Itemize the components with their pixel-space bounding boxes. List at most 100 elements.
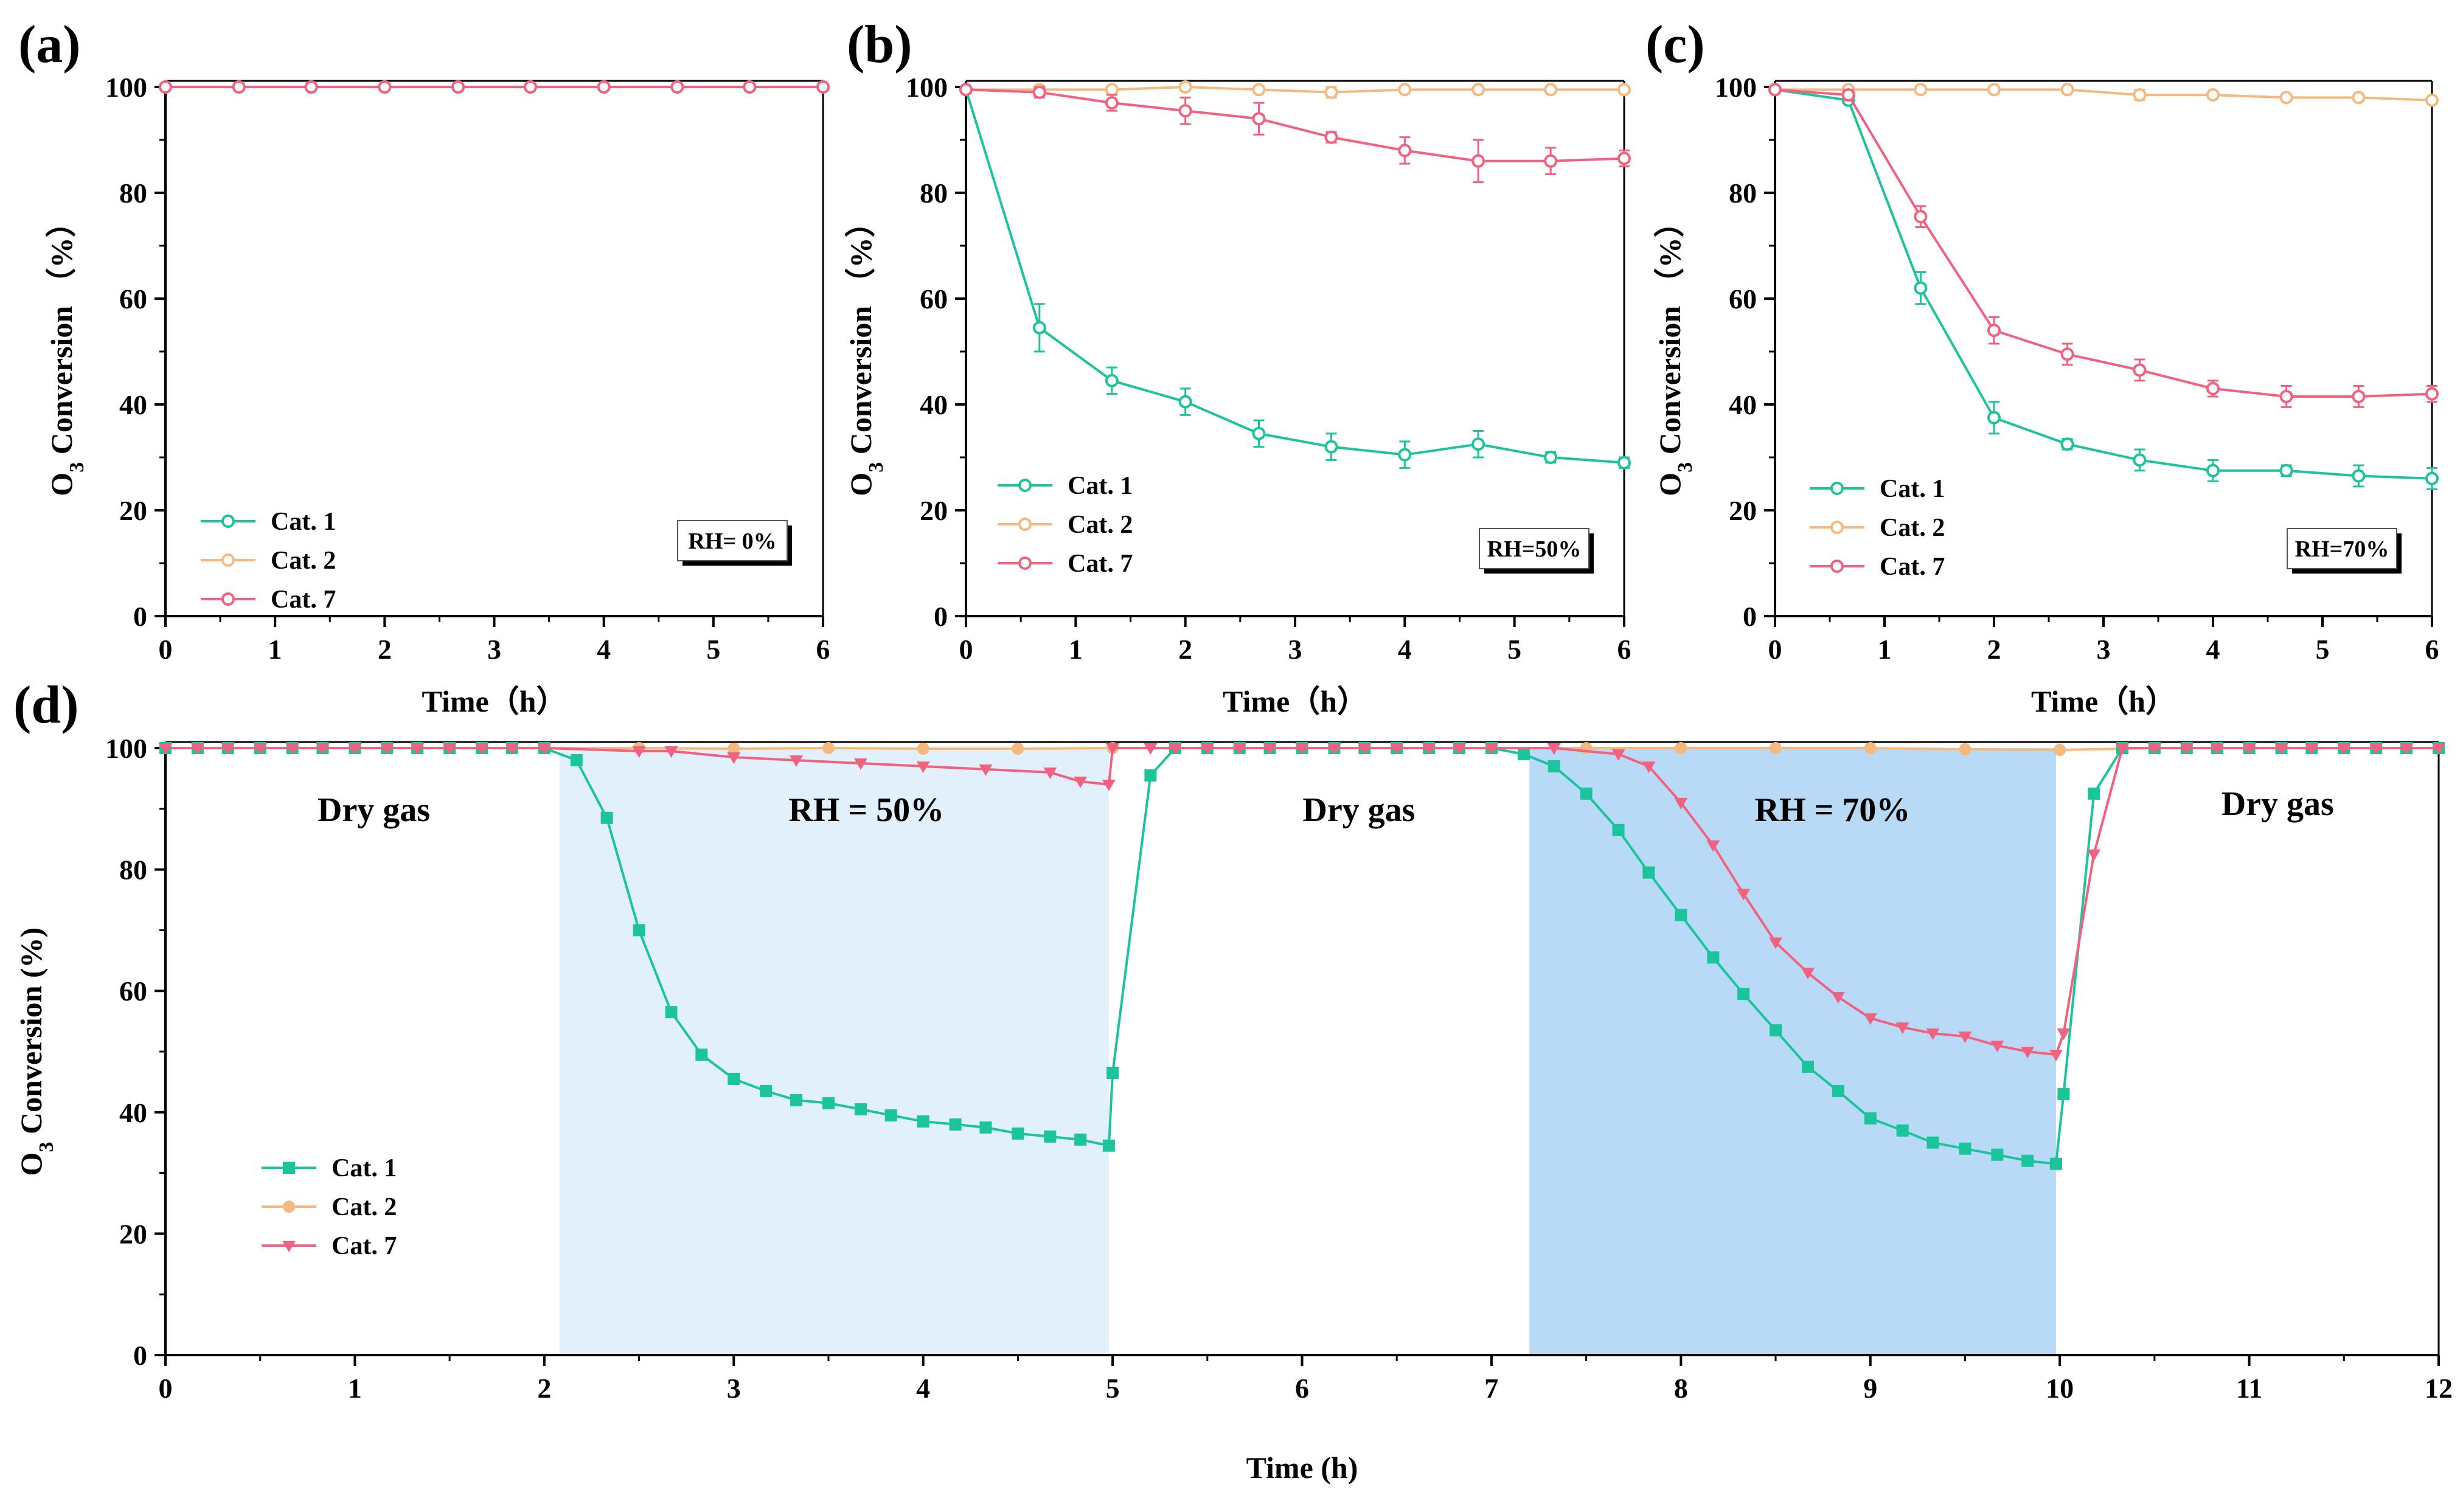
data-point: [1398, 448, 1412, 462]
data-point: [1032, 85, 1046, 99]
data-point: [316, 743, 330, 755]
data-point: [1987, 411, 2001, 425]
data-point: [1863, 1013, 1877, 1025]
x-tick-label: 0: [159, 634, 173, 665]
data-point: [411, 743, 425, 755]
data-point: [1295, 743, 1309, 755]
legend: Cat. 1 Cat. 2 Cat. 7: [998, 472, 1133, 578]
y-tick-label: 0: [133, 1340, 147, 1371]
data-point: [1178, 80, 1192, 94]
data-point: [2369, 743, 2383, 755]
data-point: [1990, 1041, 2004, 1053]
data-point: [2305, 743, 2319, 755]
data-point: [1144, 769, 1157, 782]
legend-label-cat-1: Cat. 1: [1068, 472, 1133, 500]
legend-swatch-marker: [1830, 521, 1844, 534]
data-point: [917, 1115, 929, 1128]
data-point: [1200, 743, 1214, 755]
data-point: [1074, 776, 1088, 788]
data-point: [2057, 1087, 2070, 1100]
y-axis-title-sub: 3: [35, 1142, 58, 1152]
x-tick-label: 2: [537, 1373, 551, 1404]
y-axis-title: O3 Conversion （%）: [844, 207, 888, 496]
data-point: [1043, 767, 1057, 779]
x-tick-label: 1: [348, 1373, 362, 1404]
data-point: [664, 746, 678, 758]
data-point: [1012, 1127, 1024, 1140]
data-point: [1896, 1124, 1909, 1137]
legend-swatch-marker: [1830, 482, 1844, 495]
data-point: [2425, 93, 2439, 107]
series-cat-1: [959, 83, 1631, 470]
x-tick-label: 5: [2316, 634, 2330, 665]
rh-annotation-box: [2287, 528, 2397, 569]
y-axis-title-sub: 3: [1674, 462, 1697, 473]
y-tick-label: 40: [920, 389, 948, 420]
data-point: [822, 1097, 835, 1109]
y-tick-label: 80: [1729, 178, 1757, 209]
data-point: [1324, 130, 1338, 144]
y-axis-title-sub: 3: [865, 462, 888, 473]
data-point: [2049, 1157, 2062, 1170]
series-cat-7: [159, 80, 830, 94]
y-axis-title: O3 Conversion （%）: [1653, 207, 1697, 496]
y-tick-label: 20: [119, 495, 147, 526]
rh-annotation: RH= 0%: [677, 520, 792, 566]
data-point: [1958, 1032, 1972, 1044]
data-point: [743, 80, 757, 94]
y-tick-label: 20: [1729, 495, 1757, 526]
data-point: [1471, 83, 1485, 97]
y-tick-label: 40: [119, 1097, 147, 1128]
rh-annotation-box: [1479, 528, 1589, 569]
region-label-4: Dry gas: [2222, 785, 2334, 823]
y-axis-title: O3 Conversion (%): [14, 928, 58, 1176]
data-point: [790, 755, 804, 767]
data-point: [728, 1072, 740, 1085]
data-point: [1914, 83, 1928, 97]
x-tick-label: 6: [2425, 634, 2439, 665]
data-point: [505, 743, 519, 755]
data-point: [304, 80, 318, 94]
series-cat-7: [959, 83, 1631, 184]
data-point: [1252, 426, 1266, 440]
data-point: [2432, 743, 2445, 755]
series-line-cat-7: [1774, 88, 2433, 398]
data-point: [1327, 743, 1341, 755]
x-tick-label: 6: [1617, 634, 1631, 665]
x-tick-label: 11: [2236, 1373, 2262, 1404]
rh-annotation: RH=70%: [2287, 528, 2402, 574]
data-point: [884, 1109, 897, 1122]
rh-annotation-text: RH= 0%: [688, 529, 776, 554]
data-point: [1580, 787, 1593, 800]
data-point: [2352, 91, 2366, 105]
data-point: [1706, 840, 1720, 852]
data-point: [822, 742, 835, 754]
data-point: [570, 754, 583, 766]
x-tick-label: 4: [1398, 634, 1412, 665]
legend-label-cat-2: Cat. 2: [1880, 514, 1945, 542]
y-tick-label: 100: [105, 733, 147, 764]
data-point: [1617, 456, 1631, 470]
data-point: [632, 746, 646, 758]
data-point: [1168, 743, 1182, 755]
data-point: [2147, 743, 2161, 755]
y-tick-label: 40: [1729, 389, 1757, 420]
data-point: [1544, 83, 1558, 97]
x-tick-label: 12: [2425, 1373, 2453, 1404]
data-point: [2210, 743, 2224, 755]
y-axis-title-rest: Conversion （%）: [44, 207, 78, 462]
data-point: [2054, 743, 2066, 756]
data-point: [1517, 747, 1530, 760]
data-point: [1471, 437, 1485, 451]
x-tick-label: 7: [1484, 1373, 1498, 1404]
series-line-cat-1: [1774, 88, 2433, 480]
data-point: [253, 743, 267, 755]
data-point: [1105, 373, 1119, 387]
data-point: [475, 743, 489, 755]
y-tick-label: 40: [119, 389, 147, 420]
data-point: [2060, 347, 2074, 361]
data-point: [443, 743, 457, 755]
data-point: [380, 743, 394, 755]
